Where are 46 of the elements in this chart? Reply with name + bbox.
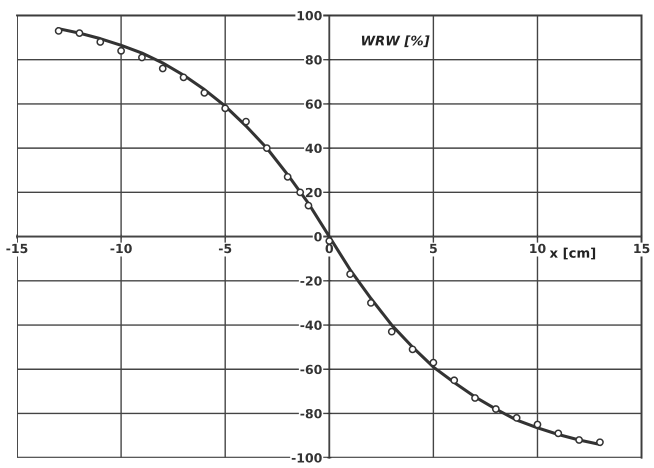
y-tick-label: 40 — [306, 144, 322, 154]
y-tick-label: -100 — [292, 453, 322, 463]
point — [221, 104, 230, 112]
point — [408, 345, 416, 354]
point — [200, 88, 208, 97]
x-tick-label: 10 — [530, 244, 546, 254]
y-tick-label: -60 — [300, 364, 322, 374]
y-tick-label: -20 — [300, 276, 322, 286]
point — [296, 188, 304, 196]
point — [158, 64, 167, 72]
point — [262, 144, 271, 152]
y-tick-label: -40 — [300, 320, 322, 330]
y-tick-label: -80 — [300, 408, 322, 418]
point — [388, 328, 396, 336]
point — [76, 29, 84, 38]
point — [180, 73, 188, 82]
x-tick-label: 5 — [430, 244, 437, 254]
x-tick-label: -10 — [110, 244, 132, 254]
point — [492, 405, 500, 413]
point — [304, 202, 312, 210]
x-tick-label: -15 — [6, 244, 28, 254]
point — [450, 376, 458, 384]
y-tick-label: 80 — [306, 55, 322, 65]
point — [534, 420, 542, 428]
x-axis-title: x [cm] — [550, 248, 596, 260]
point — [138, 54, 146, 62]
y-tick-label: 20 — [306, 188, 322, 198]
point — [284, 172, 292, 181]
y-tick-label: 60 — [306, 99, 322, 109]
point — [429, 358, 438, 367]
x-tick-label: -5 — [218, 244, 232, 254]
y-axis-title: WRW [%] — [362, 35, 430, 48]
point — [554, 429, 562, 438]
y-tick-label: 0 — [314, 232, 322, 242]
point — [242, 118, 250, 126]
x-tick-label: 15 — [634, 244, 650, 254]
point — [575, 436, 584, 444]
y-tick-label: 100 — [298, 10, 322, 20]
point — [54, 27, 63, 35]
point — [596, 438, 604, 446]
point — [471, 394, 479, 402]
point — [512, 414, 521, 422]
point — [117, 46, 125, 55]
point — [346, 270, 354, 278]
point — [367, 299, 375, 307]
x-tick-label: 0 — [326, 244, 334, 254]
